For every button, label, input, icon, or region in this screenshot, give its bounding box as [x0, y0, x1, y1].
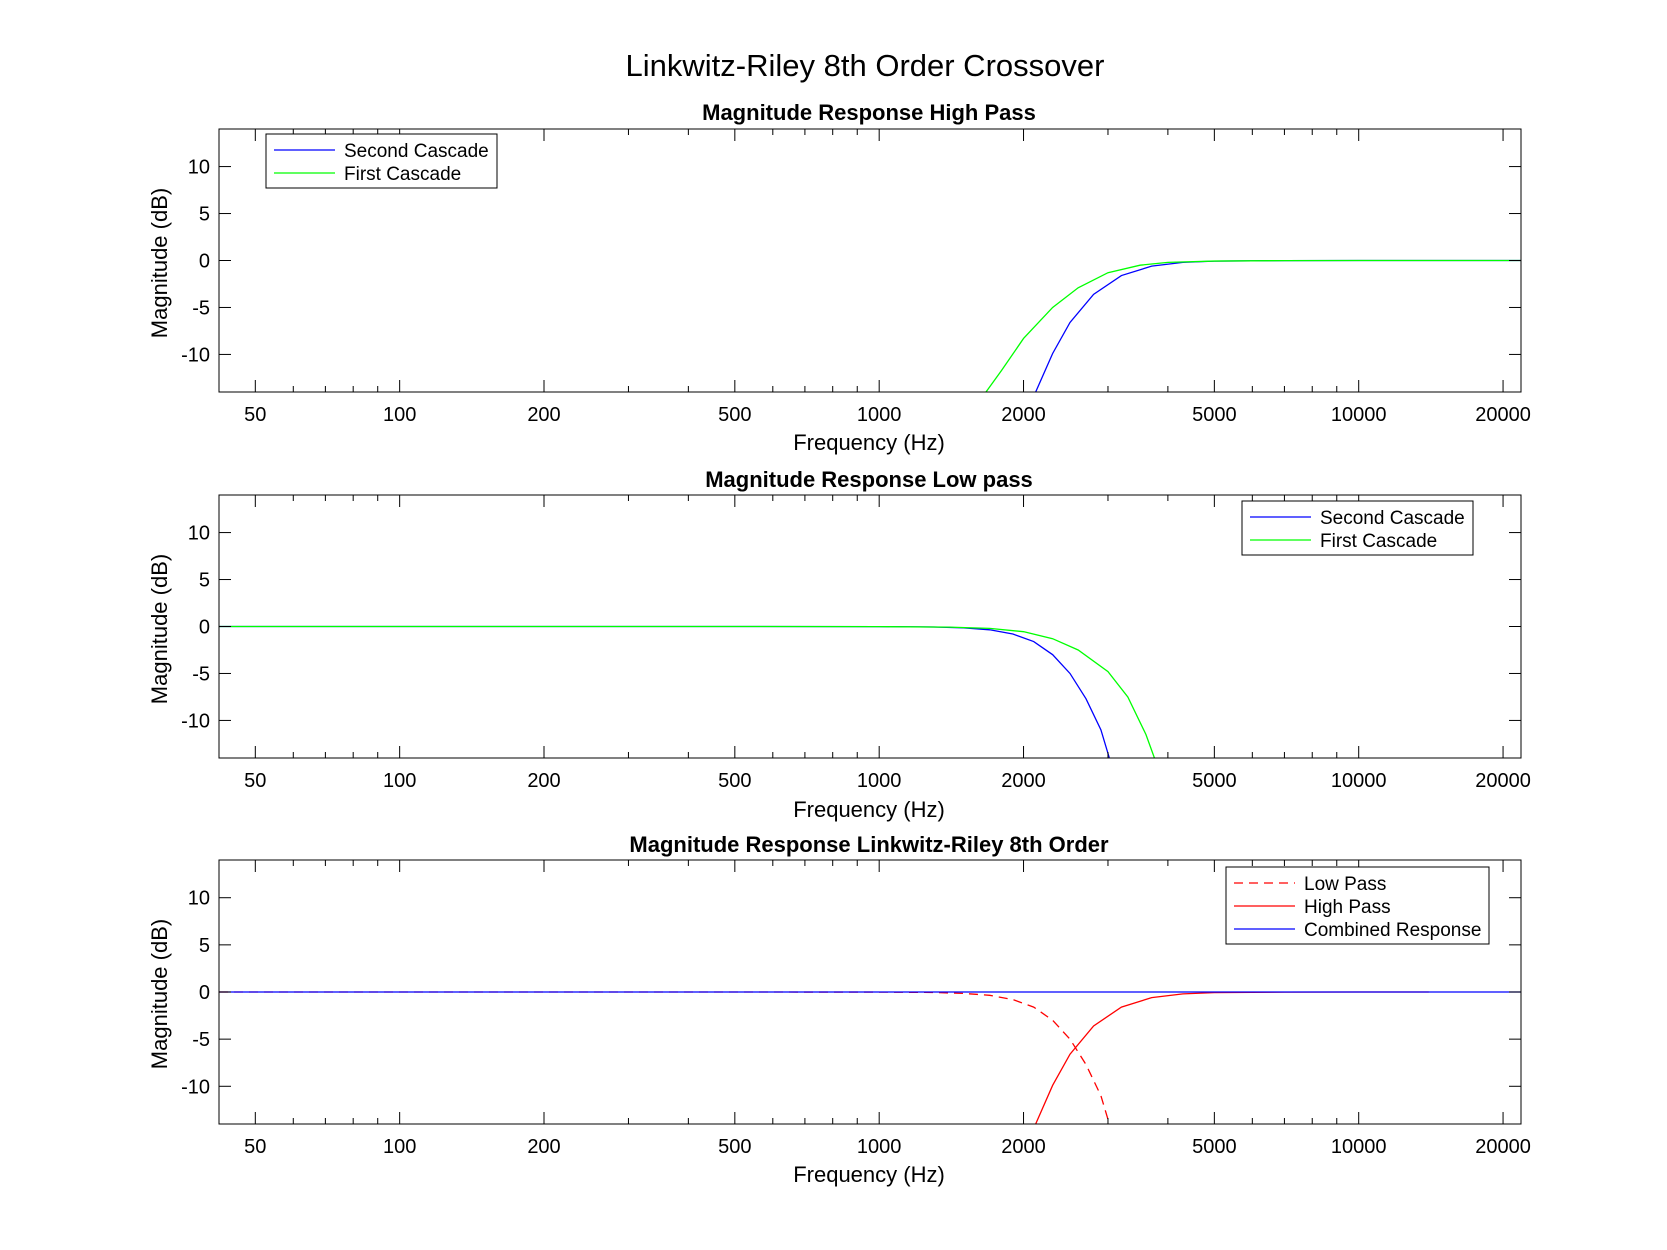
- subplot-low-pass: Magnitude Response Low pass 50 100 200 500 1…: [147, 467, 1531, 822]
- plot-area: 50 100 200 500 1000 2000 5000 10000 20000 -10 -5 0 5…: [181, 128, 1531, 426]
- y-tick-label: 5: [199, 204, 210, 226]
- y-tick-label: -5: [192, 297, 210, 319]
- y-axis-label: Magnitude (dB): [147, 919, 172, 1069]
- x-tick-label: 10000: [1331, 1136, 1387, 1158]
- y-tick-label: -10: [181, 1076, 210, 1098]
- x-tick-label: 5000: [1192, 770, 1237, 792]
- plot-area: 50 100 200 500 1000 2000 5000 10000 20000 -10 -5 0 5…: [181, 859, 1531, 1158]
- x-tick-label: 200: [527, 770, 560, 792]
- legend-entry-second-cascade: Second Cascade: [1320, 508, 1465, 529]
- x-tick-label: 200: [527, 404, 560, 426]
- subplot-title: Magnitude Response High Pass: [702, 100, 1036, 125]
- legend-entry-combined-response: Combined Response: [1304, 920, 1481, 941]
- y-tick-label: -10: [181, 344, 210, 366]
- x-tick-label: 500: [718, 1136, 751, 1158]
- series-group: [219, 625, 1156, 758]
- x-tick-label: 50: [244, 404, 266, 426]
- x-tick-label: 20000: [1475, 1136, 1531, 1158]
- x-axis-label: Frequency (Hz): [793, 1162, 945, 1187]
- subplot-combined: Magnitude Response Linkwitz-Riley 8th Or…: [147, 832, 1531, 1187]
- y-tick-label: -5: [192, 1029, 210, 1051]
- x-axis-label: Frequency (Hz): [793, 430, 945, 455]
- y-tick-label: 5: [199, 935, 210, 957]
- subplot-high-pass: Magnitude Response High Pass 50 100 200 500…: [147, 100, 1531, 455]
- series-group: [985, 259, 1521, 392]
- x-tick-label: 1000: [857, 404, 902, 426]
- y-tick-label: -10: [181, 710, 210, 732]
- x-tick-label: 5000: [1192, 404, 1237, 426]
- x-tick-label: 100: [383, 1136, 416, 1158]
- x-tick-label: 2000: [1001, 770, 1046, 792]
- y-tick-label: 10: [188, 157, 210, 179]
- x-tick-label: 1000: [857, 770, 902, 792]
- y-axis-label: Magnitude (dB): [147, 188, 172, 338]
- legend-box: [1241, 500, 1474, 556]
- legend-entry-low-pass: Low Pass: [1304, 874, 1386, 895]
- x-tick-label: 500: [718, 404, 751, 426]
- x-tick-label: 100: [383, 770, 416, 792]
- x-tick-label: 500: [718, 770, 751, 792]
- subplot-title: Magnitude Response Low pass: [705, 467, 1033, 492]
- x-axis-label: Frequency (Hz): [793, 797, 945, 822]
- plot-area: 50 100 200 500 1000 2000 5000 10000 20000 -10 -5 0 5…: [181, 494, 1531, 792]
- legend-entry-second-cascade: Second Cascade: [344, 141, 489, 162]
- y-tick-label: 0: [199, 982, 210, 1004]
- legend-entry-high-pass: High Pass: [1304, 897, 1391, 918]
- legend-entry-first-cascade: First Cascade: [1320, 531, 1437, 552]
- series-group: [219, 991, 1521, 1124]
- x-tick-label: 100: [383, 404, 416, 426]
- series-line-first-cascade: [985, 259, 1521, 392]
- x-tick-label: 2000: [1001, 404, 1046, 426]
- y-tick-label: -5: [192, 663, 210, 685]
- y-tick-label: 0: [199, 617, 210, 639]
- subplot-title: Magnitude Response Linkwitz-Riley 8th Or…: [629, 832, 1109, 857]
- x-tick-label: 10000: [1331, 770, 1387, 792]
- x-tick-label: 50: [244, 770, 266, 792]
- x-tick-label: 200: [527, 1136, 560, 1158]
- y-tick-label: 5: [199, 570, 210, 592]
- x-tick-label: 1000: [857, 1136, 902, 1158]
- y-tick-label: 0: [199, 251, 210, 273]
- x-tick-label: 50: [244, 1136, 266, 1158]
- x-tick-label: 2000: [1001, 1136, 1046, 1158]
- legend-entry-first-cascade: First Cascade: [344, 164, 461, 185]
- y-tick-label: 10: [188, 888, 210, 910]
- x-tick-label: 20000: [1475, 770, 1531, 792]
- legend-box: [265, 133, 498, 189]
- figure-title: Linkwitz-Riley 8th Order Crossover: [626, 48, 1105, 83]
- y-axis-label: Magnitude (dB): [147, 554, 172, 704]
- x-tick-label: 10000: [1331, 404, 1387, 426]
- x-tick-label: 5000: [1192, 1136, 1237, 1158]
- x-tick-label: 20000: [1475, 404, 1531, 426]
- series-line-first-cascade: [219, 625, 1156, 758]
- y-tick-label: 10: [188, 523, 210, 545]
